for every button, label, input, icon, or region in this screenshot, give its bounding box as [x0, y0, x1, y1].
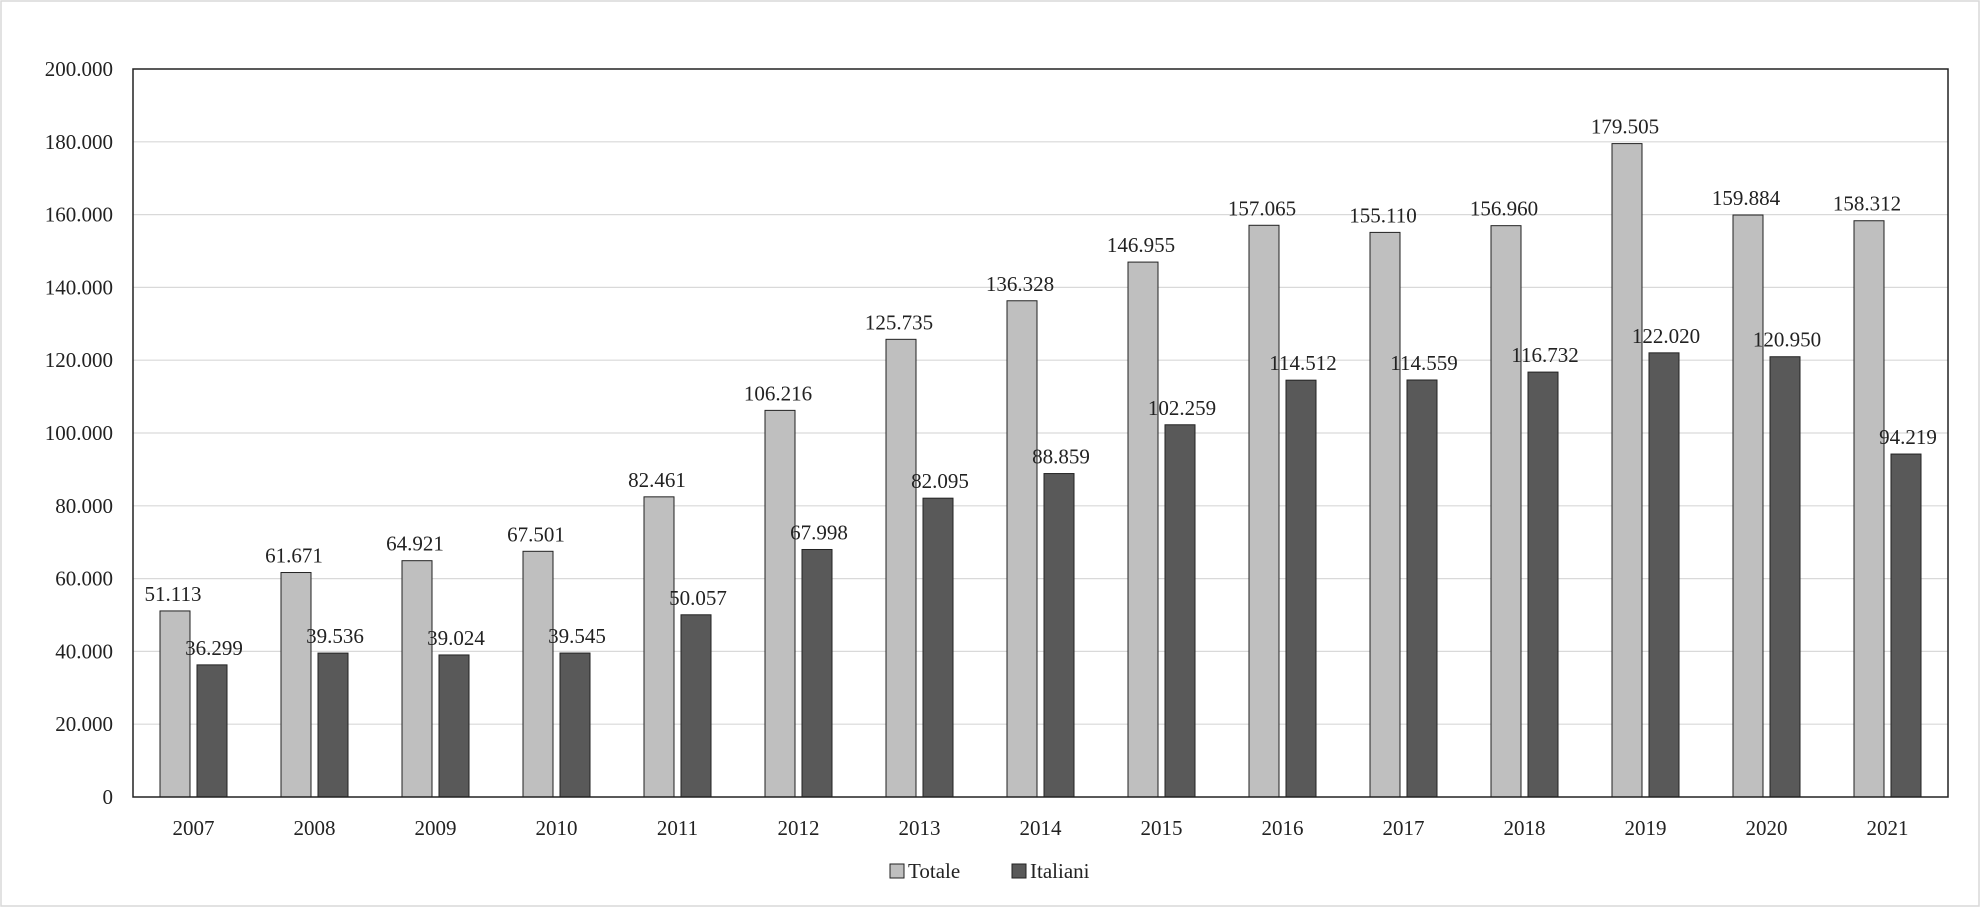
bar-italiani-2008	[317, 652, 349, 798]
x-tick-label: 2010	[536, 816, 578, 840]
bar-totale-2018	[1490, 225, 1522, 798]
bar-italiani-2014	[1043, 473, 1075, 798]
y-axis: 0 20.000 40.000 60.000 80.000 100.000 120.000 1…	[45, 57, 113, 809]
bar-italiani-2016	[1285, 379, 1317, 798]
data-label-italiani-2012: 67.998	[790, 520, 848, 544]
x-tick-label: 2011	[657, 816, 698, 840]
bar-totale-2017	[1369, 231, 1401, 798]
x-tick-label: 2014	[1020, 816, 1063, 840]
bar-totale-2014	[1006, 300, 1038, 798]
y-tick-label: 180.000	[45, 130, 113, 154]
bar-italiani-2007	[196, 664, 228, 798]
data-label-totale-2012: 106.216	[744, 381, 812, 405]
data-label-totale-2011: 82.461	[628, 468, 686, 492]
y-tick-label: 40.000	[55, 639, 113, 663]
data-label-italiani-2010: 39.545	[548, 624, 606, 648]
data-label-italiani-2017: 114.559	[1390, 351, 1457, 375]
data-label-totale-2010: 67.501	[507, 522, 565, 546]
bar-totale-2010	[522, 550, 554, 798]
x-tick-label: 2021	[1867, 816, 1909, 840]
y-tick-label: 160.000	[45, 203, 113, 227]
bar-totale-2019	[1611, 143, 1643, 798]
gridlines	[133, 141, 1948, 725]
x-tick-label: 2015	[1141, 816, 1183, 840]
bar-italiani-2011	[680, 614, 712, 798]
data-label-totale-2008: 61.671	[265, 544, 323, 568]
data-label-italiani-2009: 39.024	[427, 626, 485, 650]
data-label-totale-2013: 125.735	[865, 310, 933, 334]
data-label-italiani-2019: 122.020	[1632, 324, 1700, 348]
bar-italiani-2015	[1164, 424, 1196, 798]
bar-totale-2021	[1853, 220, 1885, 798]
y-tick-label: 80.000	[55, 494, 113, 518]
bar-italiani-2017	[1406, 379, 1438, 798]
data-label-totale-2021: 158.312	[1833, 192, 1901, 216]
bar-italiani-2009	[438, 654, 470, 798]
bar-italiani-2012	[801, 548, 833, 798]
y-tick-label: 60.000	[55, 567, 113, 591]
bar-totale-2015	[1127, 261, 1159, 798]
legend-swatch-italiani	[1011, 863, 1027, 879]
legend-label-italiani: Italiani	[1030, 859, 1090, 883]
x-tick-label: 2009	[415, 816, 457, 840]
x-tick-label: 2020	[1746, 816, 1788, 840]
bar-italiani-2018	[1527, 371, 1559, 798]
data-label-totale-2018: 156.960	[1470, 197, 1538, 221]
x-axis: 2007 2008 2009 2010 2011 2012 2013 2014 2015 2016…	[173, 816, 1909, 840]
data-label-totale-2020: 159.884	[1712, 186, 1781, 210]
data-labels: 51.113 36.299 61.671 39.536 64.921 39.024 67.5…	[145, 115, 1937, 660]
legend: Totale Italiani	[889, 859, 1090, 883]
data-label-totale-2015: 146.955	[1107, 233, 1175, 257]
data-label-italiani-2008: 39.536	[306, 624, 364, 648]
bar-totale-2013	[885, 338, 917, 798]
data-label-italiani-2016: 114.512	[1269, 351, 1336, 375]
bar-totale-2016	[1248, 224, 1280, 798]
x-tick-label: 2016	[1262, 816, 1304, 840]
bar-italiani-2019	[1648, 352, 1680, 798]
data-label-italiani-2021: 94.219	[1879, 425, 1937, 449]
data-label-totale-2007: 51.113	[145, 582, 202, 606]
bars	[159, 143, 1922, 798]
x-tick-label: 2013	[899, 816, 941, 840]
bar-totale-2009	[401, 560, 433, 798]
x-tick-label: 2007	[173, 816, 215, 840]
data-label-totale-2019: 179.505	[1591, 115, 1659, 139]
data-label-italiani-2013: 82.095	[911, 469, 969, 493]
data-label-italiani-2014: 88.859	[1032, 445, 1090, 469]
x-tick-label: 2008	[294, 816, 336, 840]
data-label-italiani-2015: 102.259	[1148, 396, 1216, 420]
y-tick-label: 200.000	[45, 57, 113, 81]
bar-totale-2011	[643, 496, 675, 798]
plot-area-border	[132, 68, 1949, 798]
bar-italiani-2020	[1769, 356, 1801, 798]
x-tick-label: 2018	[1504, 816, 1546, 840]
bar-italiani-2010	[559, 652, 591, 798]
data-label-italiani-2011: 50.057	[669, 586, 727, 610]
bar-totale-2008	[280, 572, 312, 798]
data-label-italiani-2018: 116.732	[1511, 343, 1578, 367]
y-tick-label: 140.000	[45, 275, 113, 299]
legend-swatch-totale	[889, 863, 905, 879]
bar-totale-2020	[1732, 214, 1764, 798]
y-tick-label: 20.000	[55, 712, 113, 736]
data-label-italiani-2020: 120.950	[1753, 328, 1821, 352]
y-tick-label: 0	[103, 785, 114, 809]
legend-label-totale: Totale	[908, 859, 960, 883]
x-tick-label: 2017	[1383, 816, 1425, 840]
data-label-totale-2014: 136.328	[986, 272, 1054, 296]
data-label-italiani-2007: 36.299	[185, 636, 243, 660]
bar-totale-2012	[764, 409, 796, 798]
bar-italiani-2021	[1890, 453, 1922, 798]
bar-italiani-2013	[922, 497, 954, 798]
x-tick-label: 2012	[778, 816, 820, 840]
data-label-totale-2009: 64.921	[386, 532, 444, 556]
data-label-totale-2016: 157.065	[1228, 196, 1296, 220]
y-tick-label: 120.000	[45, 348, 113, 372]
x-tick-label: 2019	[1625, 816, 1667, 840]
y-tick-label: 100.000	[45, 421, 113, 445]
data-label-totale-2017: 155.110	[1349, 203, 1416, 227]
